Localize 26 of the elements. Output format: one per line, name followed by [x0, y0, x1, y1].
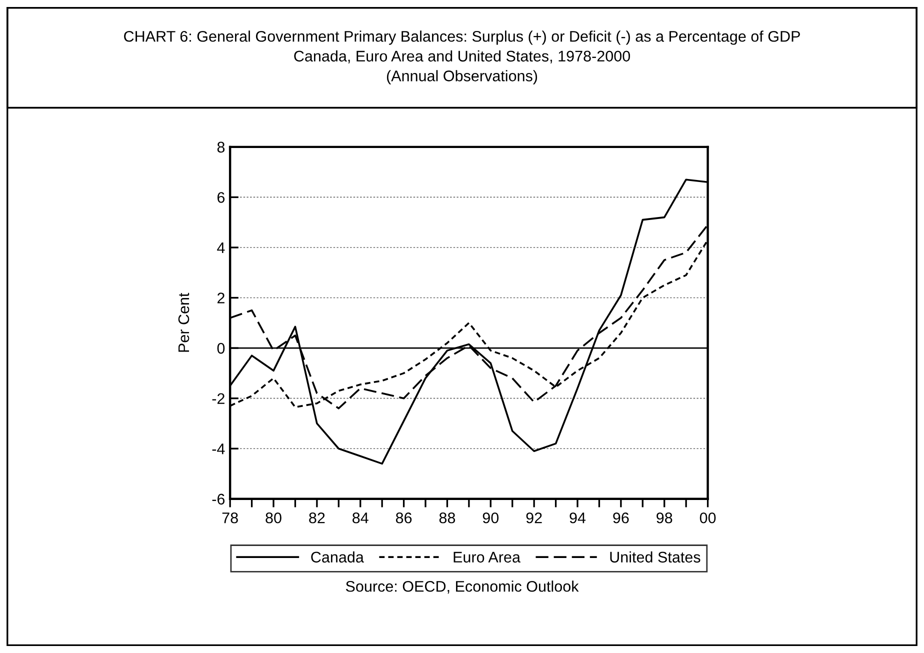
- x-tick-label: 96: [613, 512, 629, 524]
- x-tick-label: 80: [266, 512, 282, 524]
- y-tick-label: 2: [217, 292, 224, 304]
- x-tick-label: 90: [482, 512, 499, 524]
- chart-title: CHART 6: General Government Primary Balances: Surplus (+) or Deficit (-) as a Percentage of GDP Canada, Euro Area and United States, 1978-2000 (Annual Observations): [124, 30, 800, 84]
- y-tick-label: 6: [217, 192, 225, 203]
- legend-label: Euro Area: [454, 552, 520, 563]
- x-tick-label: 94: [570, 512, 586, 524]
- y-tick-label: -4: [212, 444, 225, 454]
- legend-label: Canada: [311, 551, 364, 563]
- x-tick-label: 86: [396, 512, 412, 524]
- x-tick-label: 78: [222, 512, 238, 524]
- y-tick-label: 0: [217, 342, 225, 354]
- x-tick-label: 98: [656, 512, 672, 524]
- x-tick-label: 82: [309, 512, 325, 524]
- y-tick-label: -2: [212, 393, 224, 404]
- x-tick-label: 88: [439, 512, 456, 524]
- legend-label: United States: [610, 551, 700, 563]
- y-tick-label: 8: [217, 142, 225, 153]
- y-axis-title: Per Cent: [178, 292, 190, 352]
- y-tick-label: 4: [217, 242, 225, 254]
- x-tick-label: 00: [700, 512, 716, 524]
- source-note: Source: OECD, Economic Outlook: [346, 580, 579, 594]
- x-tick-label: 92: [526, 512, 542, 524]
- x-tick-label: 84: [352, 512, 368, 524]
- y-tick-label: -6: [212, 494, 225, 505]
